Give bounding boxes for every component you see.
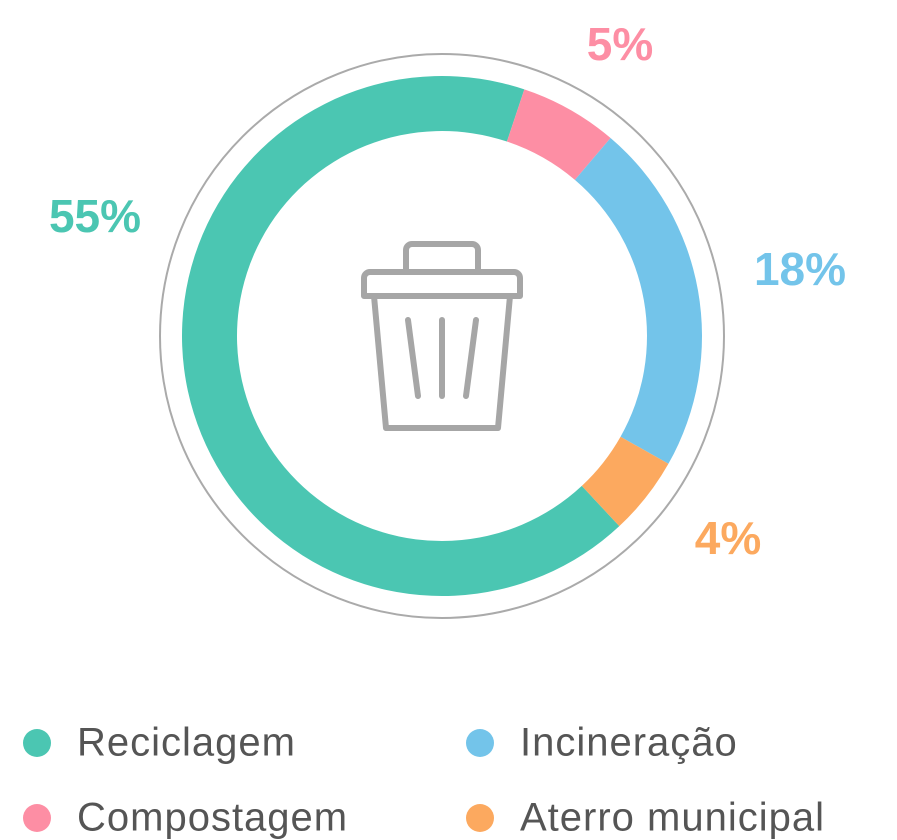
data-label: 5%: [587, 18, 653, 70]
outer-ring: [159, 53, 725, 619]
legend-marker: [23, 804, 51, 832]
legend-label: Reciclagem: [77, 721, 296, 765]
donut-segment: [574, 138, 702, 464]
legend-label: Compostagem: [77, 796, 348, 840]
legend-marker: [466, 729, 494, 757]
donut-segment: [506, 89, 611, 180]
data-label: 55%: [49, 190, 141, 242]
data-label: 18%: [754, 243, 846, 295]
legend-label: Incineração: [520, 721, 738, 765]
legend-marker: [23, 729, 51, 757]
donut-segment: [181, 76, 620, 596]
donut-segment: [581, 436, 669, 527]
trash-icon: [361, 241, 523, 431]
legend-label: Aterro municipal: [520, 796, 825, 840]
data-label: 4%: [695, 512, 761, 564]
legend-marker: [466, 804, 494, 832]
